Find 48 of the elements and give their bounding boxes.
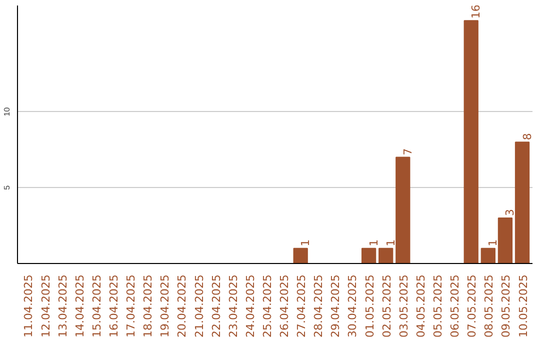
bar (480, 248, 496, 264)
x-tick-label: 29.04.2025 (329, 274, 342, 338)
x-tick-label: 15.04.2025 (90, 274, 104, 338)
bar (361, 248, 376, 264)
x-tick-label: 16.04.2025 (107, 274, 120, 338)
x-tick-label: 09.05.2025 (500, 274, 513, 338)
x-tick-label: 13.04.2025 (56, 274, 70, 338)
x-tick-label: 18.04.2025 (142, 274, 155, 338)
data-label: 7 (401, 148, 414, 156)
x-tick-label: 12.04.2025 (39, 274, 52, 338)
x-tick-label: 10.05.2025 (516, 274, 530, 338)
x-tick-label: 01.05.2025 (363, 274, 376, 338)
bar (498, 217, 513, 264)
x-tick-label: 23.04.2025 (226, 274, 240, 338)
x-tick-label: 11.04.2025 (22, 274, 36, 338)
x-tick-label: 24.04.2025 (244, 274, 257, 338)
x-tick-label: 22.04.2025 (210, 274, 223, 338)
x-tick-label: 05.05.2025 (432, 274, 445, 338)
x-tick-label: 19.04.2025 (158, 274, 172, 338)
x-tick-label: 26.04.2025 (278, 274, 292, 338)
y-tick-label: 10 (2, 106, 12, 116)
x-tick-label: 20.04.2025 (176, 274, 189, 338)
data-label: 8 (520, 133, 534, 140)
x-tick-label: 06.05.2025 (448, 274, 462, 338)
data-label: 3 (504, 208, 517, 216)
x-tick-label: 25.04.2025 (260, 274, 274, 338)
data-label: 1 (384, 239, 398, 246)
bar (464, 20, 478, 264)
x-tick-label: 17.04.2025 (124, 274, 138, 338)
bar (293, 248, 308, 264)
x-tick-label: 08.05.2025 (482, 274, 496, 338)
bar (378, 248, 394, 264)
data-label: 1 (299, 239, 312, 246)
bar (514, 142, 530, 264)
x-tick-label: 28.04.2025 (312, 274, 326, 338)
x-tick-label: 27.04.2025 (295, 274, 308, 338)
x-tick-label: 04.05.2025 (414, 274, 428, 338)
bar (396, 156, 410, 264)
y-tick-label: 5 (2, 184, 12, 190)
data-label: 1 (486, 239, 500, 246)
x-tick-label: 14.04.2025 (73, 274, 86, 338)
x-tick-label: 30.04.2025 (346, 274, 360, 338)
data-label: 1 (367, 239, 380, 246)
x-tick-label: 02.05.2025 (380, 274, 394, 338)
x-tick-label: 07.05.2025 (466, 274, 479, 338)
data-label: 16 (470, 4, 483, 19)
x-tick-label: 21.04.2025 (192, 274, 206, 338)
x-tick-label: 03.05.2025 (397, 274, 410, 338)
